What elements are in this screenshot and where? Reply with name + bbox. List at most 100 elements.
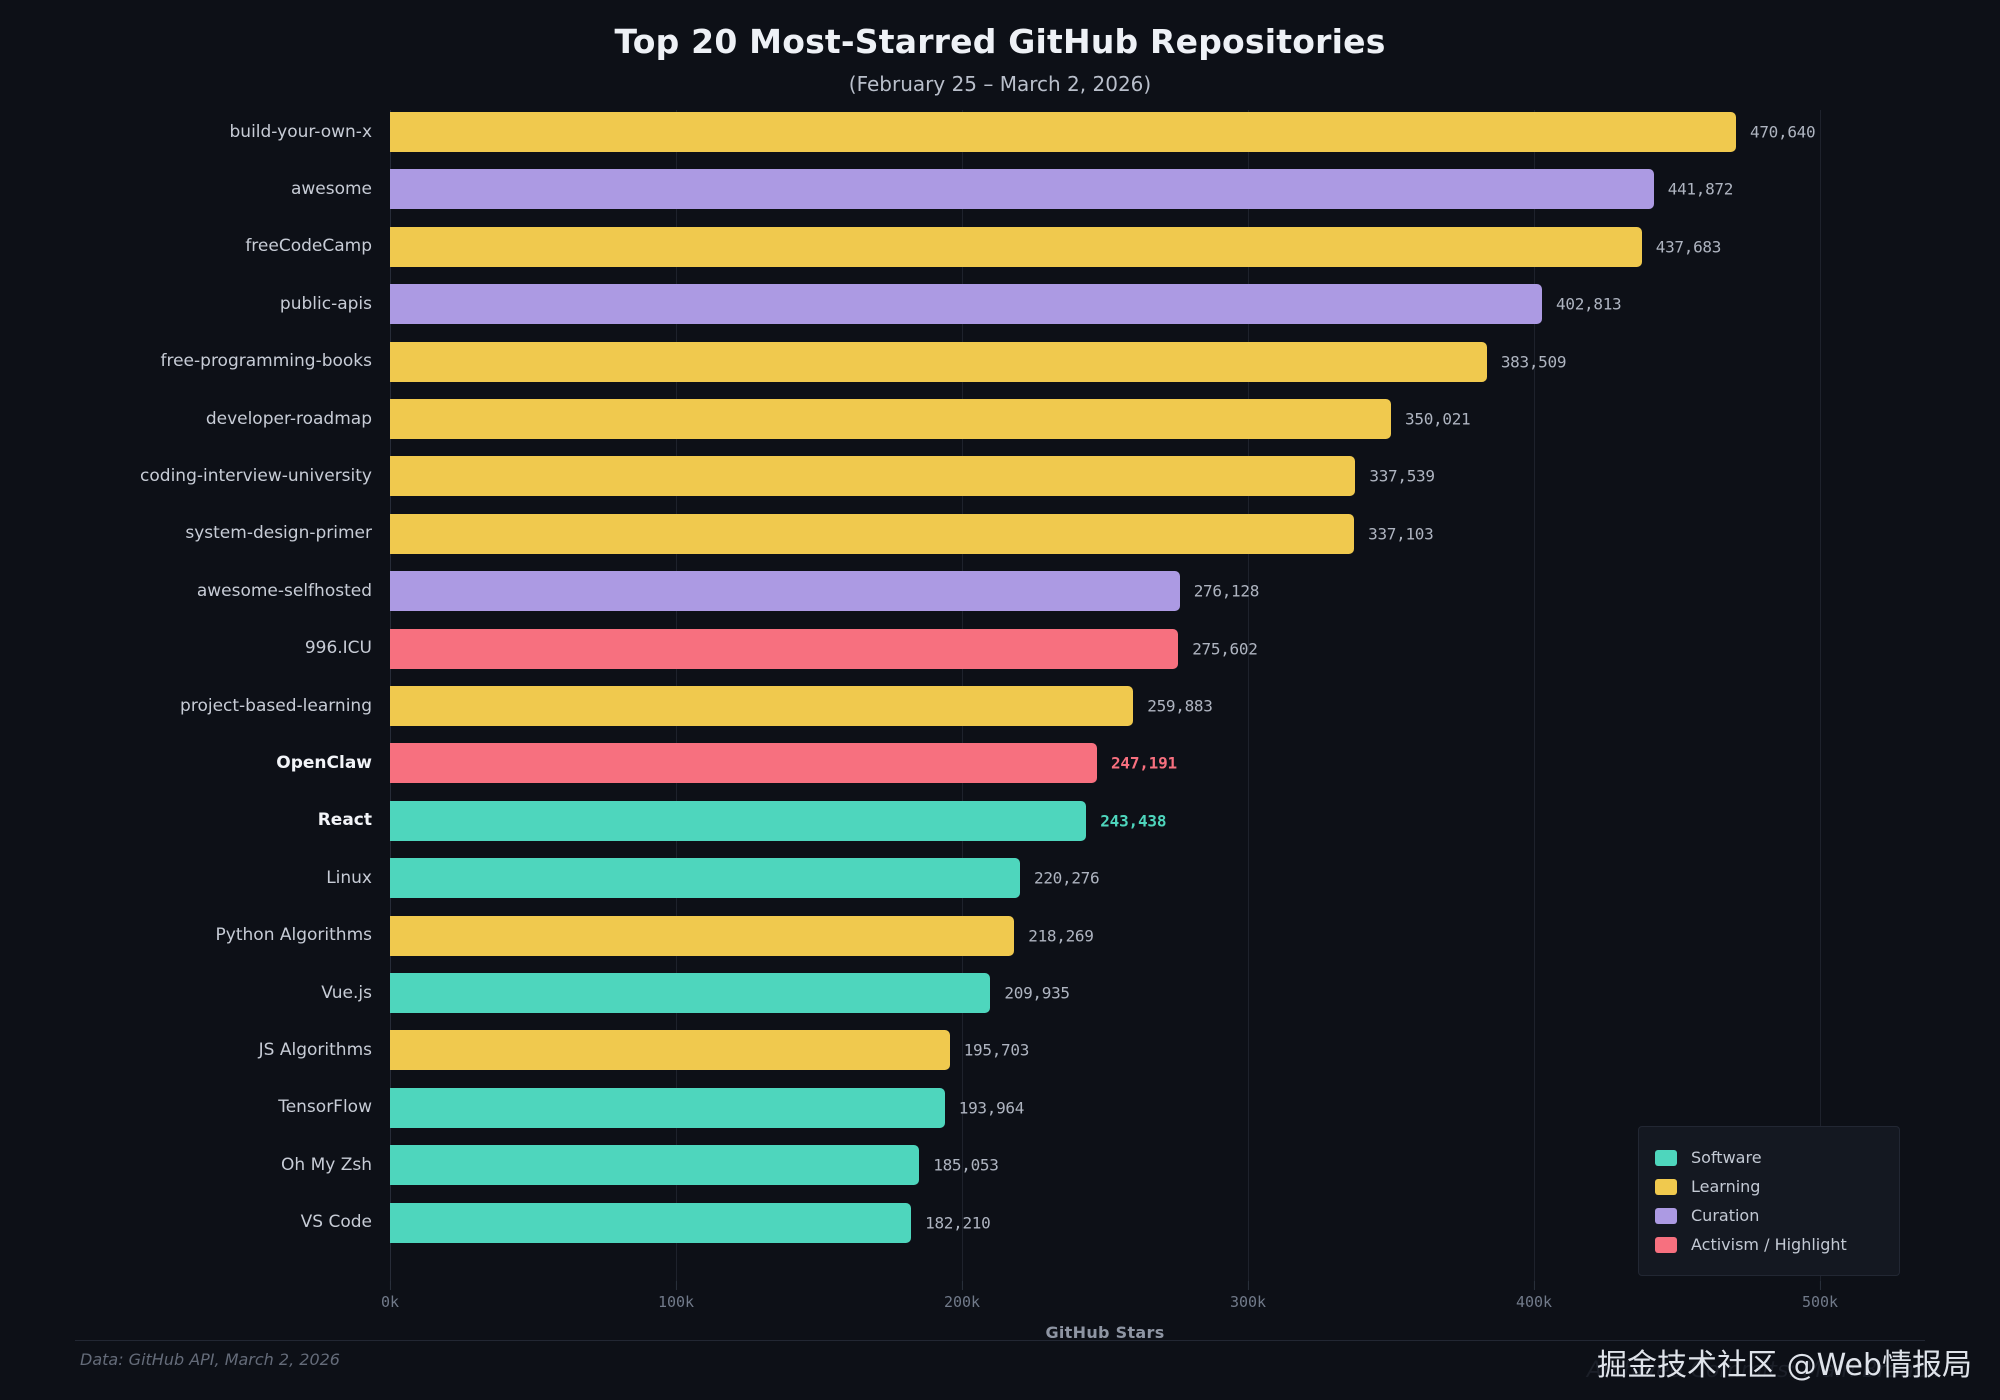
- bar[interactable]: 209,935: [390, 973, 1070, 1013]
- category-label: TensorFlow: [278, 1097, 372, 1118]
- category-label: system-design-primer: [185, 523, 372, 544]
- bar-row[interactable]: freeCodeCamp 437,683: [245, 226, 1820, 267]
- title-block: Top 20 Most-Starred GitHub Repositories …: [0, 22, 2000, 96]
- category-label: build-your-own-x: [229, 121, 373, 142]
- legend-item[interactable]: Activism / Highlight: [1655, 1230, 1885, 1259]
- bar-value-label: 441,872: [1667, 179, 1734, 199]
- bar-row[interactable]: developer-roadmap 350,021: [206, 399, 1820, 439]
- category-label: free-programming-books: [160, 351, 373, 372]
- bar-row[interactable]: project-based-learning 259,883: [180, 686, 1820, 726]
- category-label: Linux: [326, 867, 372, 888]
- x-tick-mark: [962, 1281, 963, 1290]
- bar-row[interactable]: Oh My Zsh 185,053: [281, 1145, 1820, 1186]
- bar-value-label: 182,210: [925, 1213, 991, 1233]
- bar-row[interactable]: awesome-selfhosted 276,128: [197, 571, 1820, 612]
- bar-value-label: 185,053: [933, 1155, 999, 1175]
- category-label: Vue.js: [321, 982, 372, 1003]
- bar-value-label: 247,191: [1110, 753, 1177, 773]
- bar[interactable]: 402,813: [390, 284, 1622, 325]
- bar[interactable]: 247,191: [390, 743, 1177, 784]
- x-tick-label: 0k: [381, 1281, 399, 1311]
- bar-row[interactable]: build-your-own-x 470,640: [230, 112, 1820, 152]
- x-axis: 0k 100k 200k 300k 400k 500k GitHub Stars: [381, 1281, 1838, 1345]
- bar-row[interactable]: awesome 441,872: [291, 169, 1820, 210]
- bar[interactable]: 276,128: [390, 571, 1259, 612]
- bar-value-label: 193,964: [958, 1098, 1025, 1118]
- bar-row[interactable]: VS Code 182,210: [301, 1202, 1820, 1243]
- bar[interactable]: 437,683: [390, 226, 1721, 267]
- x-tick-mark: [390, 1281, 391, 1290]
- bar-value-label: 402,813: [1556, 294, 1622, 314]
- legend-item[interactable]: Curation: [1655, 1201, 1885, 1230]
- bar-row[interactable]: OpenClaw 247,191: [276, 743, 1820, 784]
- bar-value-label: 220,276: [1033, 868, 1100, 888]
- bar-value-label: 218,269: [1028, 926, 1094, 946]
- bar-value-label: 209,935: [1004, 983, 1070, 1003]
- gridline: [1534, 110, 1535, 1285]
- bar[interactable]: 218,269: [390, 915, 1094, 956]
- legend-item[interactable]: Learning: [1655, 1172, 1885, 1201]
- page-title: Top 20 Most-Starred GitHub Repositories: [614, 22, 1386, 61]
- bar-value-label: 243,438: [1100, 811, 1167, 831]
- legend-swatch-icon: [1655, 1236, 1677, 1253]
- x-tick-mark: [1534, 1281, 1535, 1290]
- bar-row[interactable]: coding-interview-university 337,539: [140, 456, 1820, 497]
- bar-row[interactable]: JS Algorithms 195,703: [259, 1030, 1820, 1071]
- bar[interactable]: 441,872: [390, 169, 1733, 210]
- legend-swatch-icon: [1655, 1149, 1677, 1166]
- bar-row[interactable]: Python Algorithms 218,269: [216, 915, 1820, 956]
- bar[interactable]: 275,602: [390, 628, 1258, 669]
- category-label: JS Algorithms: [258, 1039, 372, 1060]
- category-label: awesome-selfhosted: [196, 580, 372, 601]
- category-label: OpenClaw: [276, 752, 372, 773]
- legend-item[interactable]: Software: [1655, 1143, 1885, 1172]
- bar-row[interactable]: free-programming-books 383,509: [161, 341, 1820, 382]
- bar-row[interactable]: Vue.js 209,935: [321, 973, 1820, 1013]
- x-tick-mark: [1820, 1281, 1821, 1290]
- x-tick-label: 100k: [658, 1281, 694, 1311]
- bar-value-label: 275,602: [1192, 639, 1258, 659]
- bar-value-label: 337,539: [1369, 466, 1435, 486]
- bar[interactable]: 350,021: [390, 399, 1471, 439]
- bar[interactable]: 259,883: [390, 686, 1213, 726]
- footer-divider: [75, 1340, 1925, 1341]
- category-label: developer-roadmap: [205, 408, 372, 429]
- bar-row[interactable]: Linux 220,276: [326, 858, 1820, 899]
- bar[interactable]: 193,964: [390, 1087, 1024, 1128]
- category-label: awesome: [290, 178, 372, 199]
- legend-label: Activism / Highlight: [1691, 1235, 1847, 1254]
- category-label: VS Code: [300, 1212, 372, 1233]
- bar-row[interactable]: TensorFlow 193,964: [278, 1087, 1820, 1128]
- bar-row[interactable]: React 243,438: [318, 800, 1820, 841]
- bar[interactable]: 337,539: [390, 456, 1435, 497]
- plot-area: build-your-own-x 470,640 awesome 441,872 fre…: [140, 110, 1821, 1285]
- bar[interactable]: 243,438: [390, 800, 1166, 841]
- bar-row[interactable]: system-design-primer 337,103: [185, 513, 1820, 554]
- bar-value-label: 337,103: [1368, 524, 1434, 544]
- bar[interactable]: 182,210: [390, 1202, 991, 1243]
- bar-value-label: 195,703: [963, 1040, 1030, 1060]
- bar[interactable]: 220,276: [390, 858, 1100, 899]
- bar[interactable]: 470,640: [390, 112, 1816, 152]
- legend: Software Learning Curation Activism / Highl…: [1638, 1126, 1900, 1276]
- category-label: coding-interview-university: [140, 465, 372, 486]
- x-tick-mark: [676, 1281, 677, 1290]
- x-tick-mark: [1248, 1281, 1249, 1290]
- background-ghost-text: Archived Commits: Main Branch: [1586, 1358, 1940, 1383]
- bar[interactable]: 195,703: [390, 1030, 1029, 1071]
- bar-value-label: 470,640: [1750, 122, 1816, 142]
- legend-label: Learning: [1691, 1177, 1761, 1196]
- category-label: React: [317, 810, 372, 831]
- bar-value-label: 437,683: [1655, 237, 1722, 257]
- bar[interactable]: 383,509: [390, 341, 1566, 382]
- category-label: public-apis: [279, 293, 372, 314]
- category-label: Python Algorithms: [215, 925, 372, 946]
- bar-row[interactable]: 996.ICU 275,602: [305, 628, 1820, 669]
- bar[interactable]: 337,103: [390, 513, 1434, 554]
- x-tick-label: 300k: [1230, 1281, 1266, 1311]
- bar-row[interactable]: public-apis 402,813: [280, 284, 1820, 325]
- x-tick-label: 500k: [1802, 1281, 1838, 1311]
- legend-label: Curation: [1691, 1206, 1760, 1225]
- bar[interactable]: 185,053: [390, 1145, 999, 1186]
- legend-swatch-icon: [1655, 1178, 1677, 1195]
